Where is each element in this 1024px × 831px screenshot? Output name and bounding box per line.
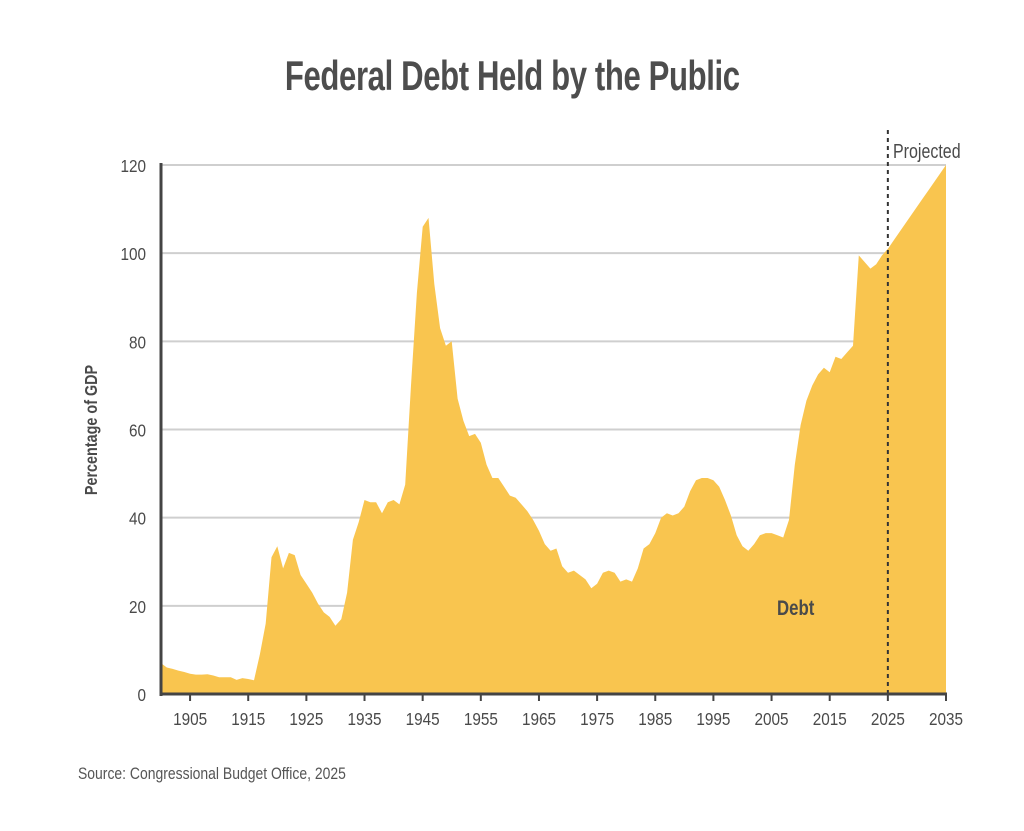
y-tick-label: 0 (137, 685, 146, 705)
x-tick-label: 1935 (348, 709, 382, 729)
x-tick-label: 2015 (813, 709, 847, 729)
y-tick-label: 40 (129, 509, 146, 529)
projected-label: Projected (893, 140, 961, 162)
series-label-debt: Debt (777, 597, 815, 620)
tick-labels: 0 20 40 60 80 100 120 1905 1915 1925 1935 1945 1955 1… (120, 156, 963, 729)
x-tick-label: 1915 (231, 709, 265, 729)
chart-title: Federal Debt Held by the Public (284, 52, 740, 99)
x-tick-label: 2005 (755, 709, 789, 729)
x-tick-label: 1985 (638, 709, 672, 729)
x-tick-label: 1975 (580, 709, 614, 729)
y-tick-label: 20 (129, 597, 146, 617)
y-axis-label: Percentage of GDP (82, 365, 102, 495)
x-tick-label: 2035 (929, 709, 963, 729)
y-tick-label: 120 (120, 156, 146, 176)
x-tick-label: 1965 (522, 709, 556, 729)
x-tick-label: 1955 (464, 709, 498, 729)
x-tick-label: 1945 (406, 709, 440, 729)
y-tick-label: 80 (129, 332, 146, 352)
axes (159, 163, 947, 701)
source-note: Source: Congressional Budget Office, 202… (78, 764, 346, 783)
x-tick-label: 1905 (173, 709, 207, 729)
y-tick-label: 60 (129, 420, 146, 440)
y-tick-label: 100 (120, 244, 146, 264)
debt-area (161, 165, 946, 694)
x-tick-label: 1995 (696, 709, 730, 729)
x-tick-label: 2025 (871, 709, 905, 729)
x-tick-label: 1925 (289, 709, 323, 729)
